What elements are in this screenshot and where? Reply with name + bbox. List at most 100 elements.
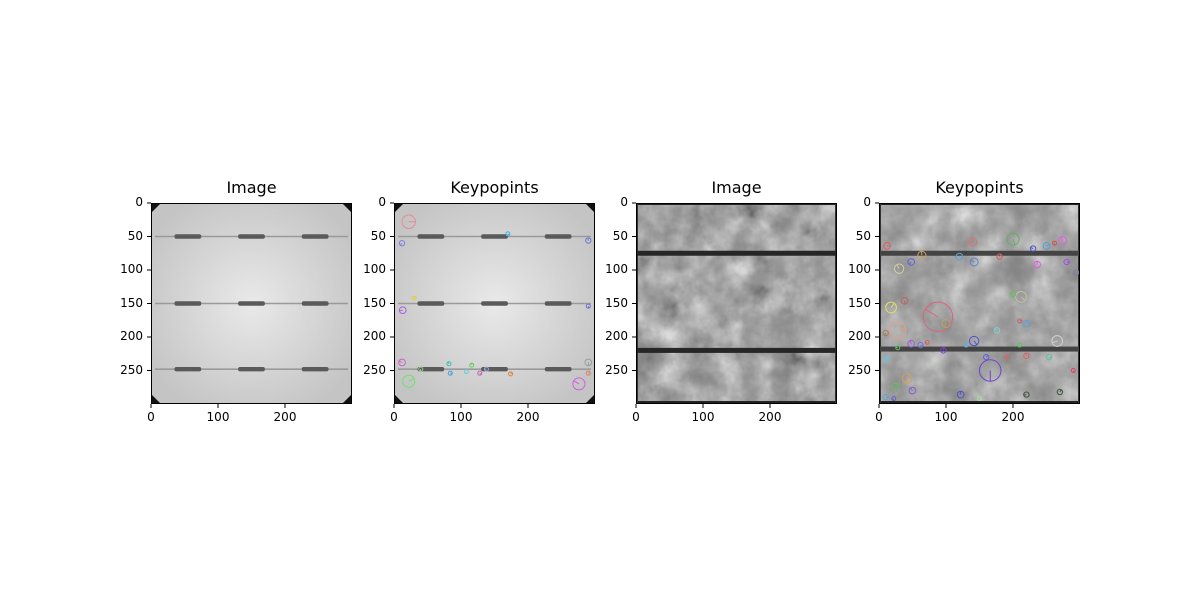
keypoint-marker xyxy=(1063,258,1070,266)
y-tick-label: 50 xyxy=(612,228,628,243)
keypoint-marker xyxy=(882,394,889,401)
panel-image xyxy=(879,203,1080,404)
keypoint-marker xyxy=(1003,354,1009,360)
axes-frame xyxy=(394,203,595,404)
keypoint-marker xyxy=(1006,232,1020,246)
x-tick-label: 200 xyxy=(516,410,540,424)
axes-frame xyxy=(636,203,837,404)
keypoint-marker xyxy=(956,390,965,399)
y-tick-label: 200 xyxy=(120,329,143,343)
keypoint-marker xyxy=(584,358,593,367)
keypoint-marker xyxy=(401,214,416,229)
y-tick-label: 50 xyxy=(127,228,143,243)
keypoint-marker xyxy=(993,327,1001,334)
keypoint-marker xyxy=(979,359,1002,382)
y-tick-label: 250 xyxy=(605,362,628,377)
keypoint-marker xyxy=(505,231,511,237)
keypoint-marker xyxy=(1058,236,1068,246)
keypoint-marker xyxy=(585,237,592,244)
keypoint-marker xyxy=(891,382,899,391)
keypoint-marker xyxy=(572,377,586,391)
keypoint-marker xyxy=(983,353,990,361)
keypoint-marker xyxy=(955,252,964,261)
keypoint-marker xyxy=(1023,391,1030,398)
keypoint-marker xyxy=(893,263,905,274)
keypoint-marker xyxy=(447,370,453,376)
keypoint-marker xyxy=(398,306,407,315)
keypoint-marker xyxy=(901,373,913,384)
keypoint-marker xyxy=(1022,319,1031,328)
y-tick-label: 0 xyxy=(378,195,386,209)
keypoint-marker xyxy=(585,370,591,376)
y-tick-label: 200 xyxy=(363,329,386,343)
keypoint-marker xyxy=(411,295,417,301)
keypoint-marker xyxy=(398,240,406,247)
x-tick-label: 200 xyxy=(273,410,297,424)
x-tick-label: 0 xyxy=(875,410,883,424)
keypoint-marker xyxy=(1072,269,1080,276)
panel-3 xyxy=(632,202,837,408)
keypoint-marker xyxy=(1051,335,1064,347)
keypoint-marker xyxy=(922,301,954,333)
keypoint-marker xyxy=(402,374,416,388)
keypoint-marker xyxy=(889,321,907,339)
keypoint-marker xyxy=(463,369,469,375)
keypoint-marker xyxy=(907,258,916,266)
panel-title: Image xyxy=(226,178,277,197)
y-tick-label: 250 xyxy=(363,362,386,377)
x-tick-label: 0 xyxy=(632,410,640,424)
keypoint-marker xyxy=(1042,242,1051,250)
panel-1 xyxy=(147,202,352,408)
y-tick-label: 150 xyxy=(605,295,628,310)
keypoint-marker xyxy=(895,345,901,351)
x-tick-label: 200 xyxy=(1001,410,1025,424)
y-tick-label: 100 xyxy=(605,262,628,276)
keypoint-marker xyxy=(891,396,897,402)
y-tick-label: 200 xyxy=(848,329,871,343)
keypoint-marker xyxy=(585,303,591,309)
panel-title: Image xyxy=(711,178,762,197)
panel-image xyxy=(636,203,837,404)
keypoint-marker xyxy=(1023,352,1030,359)
keypoint-marker xyxy=(1017,318,1023,324)
keypoint-marker xyxy=(446,361,452,367)
panels-layer xyxy=(147,202,1080,408)
y-tick-label: 250 xyxy=(120,362,143,377)
x-tick-label: 100 xyxy=(934,410,958,424)
keypoint-marker xyxy=(883,242,891,250)
keypoint-marker xyxy=(969,257,979,267)
keypoint-marker xyxy=(900,296,909,305)
keypoint-marker xyxy=(1070,367,1076,374)
y-tick-label: 100 xyxy=(120,262,143,276)
keypoint-marker xyxy=(968,335,980,347)
keypoint-marker xyxy=(976,396,983,402)
x-tick-label: 0 xyxy=(390,410,398,424)
y-tick-label: 0 xyxy=(135,195,143,209)
keypoint-marker xyxy=(398,358,406,367)
y-tick-label: 150 xyxy=(848,295,871,310)
y-tick-label: 50 xyxy=(370,228,386,243)
x-tick-label: 100 xyxy=(691,410,715,424)
keypoint-marker xyxy=(1052,240,1058,246)
axes-frame xyxy=(151,203,352,404)
keypoint-marker xyxy=(508,371,514,377)
keypoint-marker xyxy=(469,362,475,368)
y-tick-label: 250 xyxy=(848,362,871,377)
panel-image xyxy=(394,203,595,404)
keypoint-marker xyxy=(1033,260,1041,269)
y-tick-label: 200 xyxy=(605,329,628,343)
panel-title: Keypopints xyxy=(450,178,539,197)
x-tick-label: 100 xyxy=(449,410,473,424)
keypoint-marker xyxy=(477,370,483,376)
keypoint-marker xyxy=(1056,388,1064,396)
y-tick-label: 100 xyxy=(848,262,871,276)
x-tick-label: 100 xyxy=(206,410,230,424)
y-tick-label: 0 xyxy=(620,195,628,209)
keypoint-marker xyxy=(924,339,930,345)
panel-2 xyxy=(390,202,595,408)
y-tick-label: 150 xyxy=(363,295,386,310)
keypoint-marker xyxy=(941,319,951,329)
y-tick-label: 0 xyxy=(863,195,871,209)
keypoint-marker xyxy=(885,301,897,314)
